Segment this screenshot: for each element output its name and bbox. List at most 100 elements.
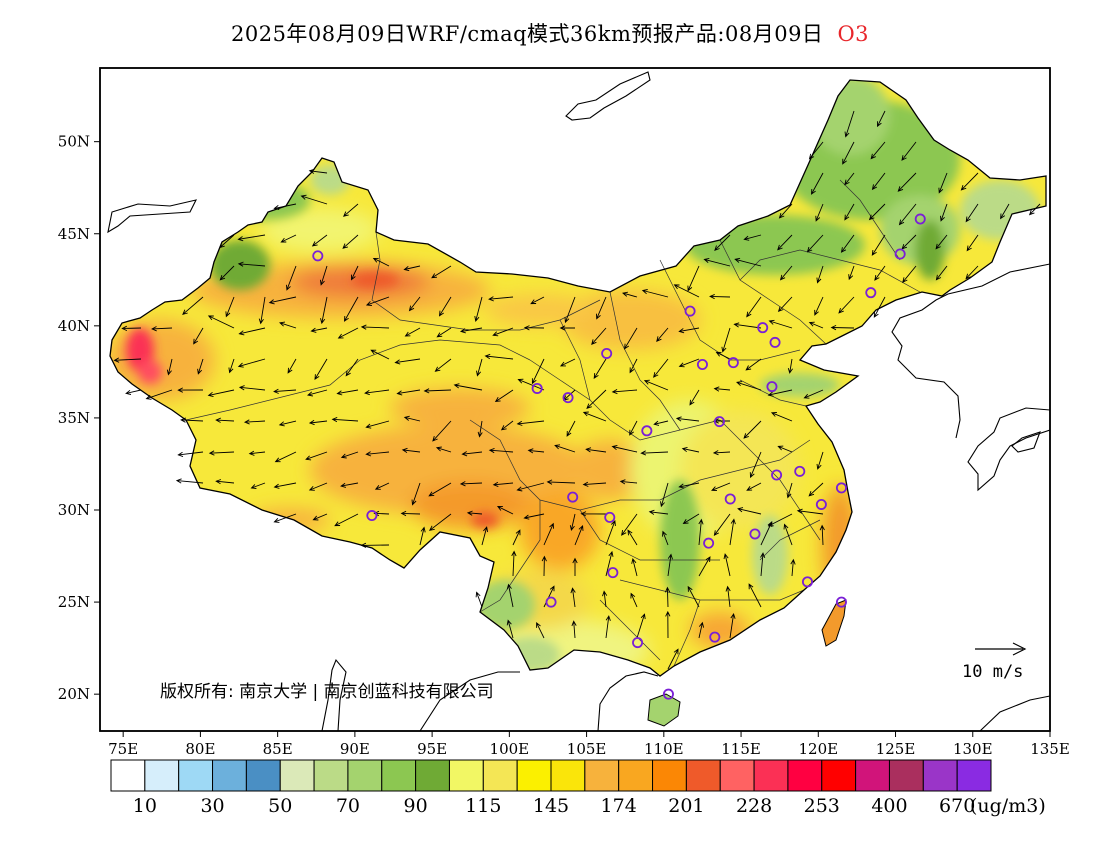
colorbar-label: 400 — [871, 795, 907, 817]
wind-arrow — [428, 513, 452, 531]
wind-arrow — [340, 451, 359, 459]
wind-arrow — [960, 172, 979, 191]
wind-arrow — [760, 552, 766, 577]
wind-arrow — [459, 481, 483, 487]
wind-arrow — [403, 415, 421, 422]
wind-arrow — [678, 482, 700, 489]
wind-arrow — [543, 522, 554, 546]
lat-tick-label: 30N — [58, 501, 90, 519]
wind-arrow — [208, 450, 235, 456]
wind-arrow — [621, 291, 638, 298]
colorbar-swatch — [482, 759, 518, 792]
wind-arrow — [570, 587, 576, 608]
wind-arrow — [360, 324, 390, 330]
wind-arrow — [746, 482, 762, 491]
station-marker — [801, 576, 813, 588]
wind-arrow — [365, 420, 390, 429]
wind-arrow — [621, 513, 638, 536]
wind-arrow — [331, 416, 359, 423]
wind-arrow — [778, 203, 793, 219]
wind-arrow — [667, 553, 673, 577]
wind-arrow — [197, 358, 204, 375]
wind-arrow — [629, 358, 638, 374]
wind-arrow — [494, 389, 514, 403]
wind-arrow — [517, 378, 545, 391]
lat-tick-label: 35N — [58, 409, 90, 427]
wind-arrow — [308, 168, 328, 174]
wind-arrow — [729, 518, 736, 546]
wind-arrow — [250, 482, 266, 489]
colorbar-label: 90 — [404, 795, 428, 817]
wind-arrow — [631, 558, 638, 577]
wind-arrow — [767, 389, 793, 397]
longitude-ticks: 75E 80E 85E 90E 95E 100E 105E 110E 115E 120E 125E 1… — [108, 731, 1070, 758]
colorbar-swatch — [685, 759, 721, 792]
wind-arrow — [816, 451, 824, 470]
wind-arrow — [713, 386, 731, 392]
wind-arrow — [810, 172, 824, 195]
wind-arrow — [675, 416, 700, 422]
wind-arrow — [605, 615, 611, 639]
wind-arrow — [591, 327, 607, 345]
wind-arrow — [121, 325, 142, 332]
wind-arrow — [400, 510, 421, 517]
wind-arrow — [662, 530, 669, 546]
wind-arrow — [488, 296, 514, 302]
wind-arrow — [370, 349, 390, 360]
wind-arrow — [593, 358, 607, 379]
wind-arrow — [965, 203, 979, 223]
wind-arrow — [564, 296, 576, 324]
wind-arrow — [237, 358, 266, 368]
wind-arrow — [477, 420, 483, 438]
wind-arrow — [177, 451, 204, 458]
wind-arrow — [725, 585, 731, 608]
wind-arrow — [673, 284, 700, 298]
wind-arrow — [228, 358, 235, 374]
colorbar-swatch — [448, 759, 484, 792]
wind-arrow — [871, 172, 886, 191]
wind-arrow — [582, 481, 607, 487]
lat-tick-label: 40N — [58, 317, 90, 335]
station-marker — [684, 305, 696, 317]
wind-arrow — [777, 445, 793, 453]
wind-arrow — [636, 613, 646, 639]
wind-arrow — [733, 322, 762, 329]
colorbar-swatch — [313, 759, 349, 792]
wind-arrow — [237, 261, 266, 267]
wind-arrow — [336, 389, 359, 396]
wind-arrow — [351, 265, 359, 281]
colorbar-swatch — [245, 759, 281, 792]
station-marker — [366, 510, 378, 522]
wind-arrow — [721, 327, 731, 353]
wind-arrow — [431, 265, 452, 279]
wind-arrow — [806, 234, 824, 253]
wind-arrow — [459, 327, 483, 334]
wind-arrow — [611, 444, 638, 453]
colorbar-swatch — [516, 759, 552, 792]
city-stations — [312, 213, 926, 700]
colorbar-label: 145 — [533, 795, 569, 817]
wind-arrow — [871, 234, 886, 256]
wind-arrow — [273, 482, 297, 489]
wind-arrow — [745, 358, 762, 371]
wind-arrow — [461, 451, 483, 457]
colorbar-swatch — [787, 759, 823, 792]
wind-arrow — [624, 327, 638, 350]
wind-arrow — [768, 319, 793, 329]
station-marker — [662, 688, 674, 700]
wind-arrow — [287, 358, 297, 374]
wind-arrow — [274, 451, 297, 463]
station-marker — [794, 465, 806, 477]
wind-arrow — [965, 265, 979, 280]
wind-arrow — [372, 257, 390, 267]
station-marker — [607, 567, 619, 579]
station-marker — [749, 528, 761, 540]
wind-arrow — [571, 620, 577, 639]
wind-arrow — [337, 327, 359, 339]
wind-arrow — [516, 420, 545, 426]
wind-arrow — [868, 203, 886, 221]
colorbar-swatch — [922, 759, 958, 792]
wind-arrow — [743, 234, 762, 241]
wind-arrow — [511, 550, 517, 577]
